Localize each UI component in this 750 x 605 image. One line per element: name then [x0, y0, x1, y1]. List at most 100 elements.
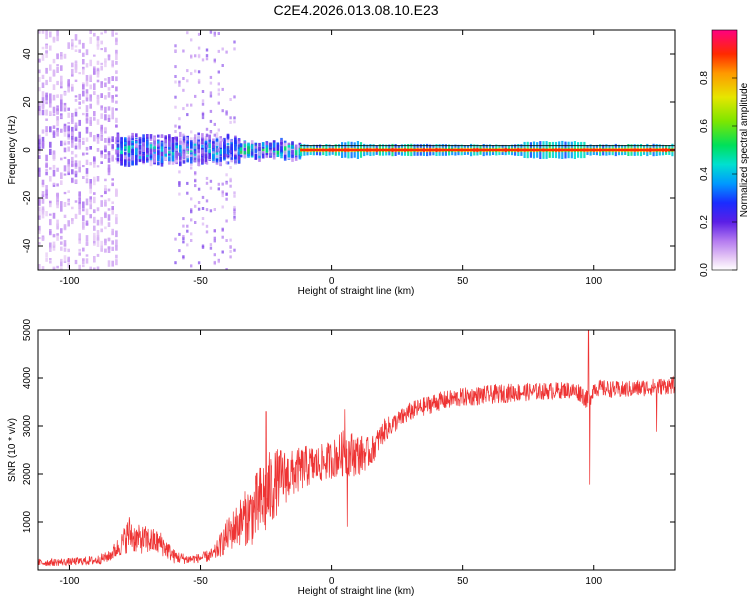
spectrogram-cell	[138, 156, 142, 159]
spectrogram-cell	[49, 110, 52, 116]
spectrogram-cell	[89, 37, 92, 44]
spectrogram-cell	[67, 81, 70, 84]
spectrogram-cell	[115, 100, 118, 104]
spectrogram-cell	[96, 207, 100, 212]
spectrogram-cell	[171, 155, 175, 162]
spectrogram-cell	[287, 147, 291, 151]
spectrogram-cell	[205, 127, 209, 131]
spectrogram-cell	[213, 260, 216, 264]
spectrogram-cell	[197, 46, 201, 50]
spectrogram-cell	[215, 132, 219, 139]
spectrogram-cell	[229, 150, 232, 154]
spectrogram-cell	[78, 39, 81, 45]
spectrogram-cell	[38, 134, 41, 140]
spectrogram-cell	[212, 143, 215, 149]
spectrogram-cell	[138, 138, 142, 144]
spectrogram-cell	[164, 156, 167, 161]
spectrogram-x-tick-label: -100	[59, 276, 79, 287]
spectrogram-cell	[283, 156, 287, 161]
spectrogram-cell	[100, 129, 103, 134]
spectrogram-cell	[52, 58, 56, 64]
spectrogram-cell	[41, 105, 45, 110]
spectrogram-cell	[93, 267, 96, 270]
spectrogram-cell	[60, 65, 63, 71]
spectrogram-cell	[93, 241, 96, 245]
spectrogram-cell	[93, 68, 96, 75]
spectrogram-cell	[265, 147, 269, 152]
spectrogram-cell	[217, 92, 220, 96]
spectrogram-cell	[67, 107, 70, 111]
spectrogram-cell	[225, 50, 228, 54]
spectrogram-cell	[197, 158, 201, 162]
spectrogram-cell	[74, 79, 78, 82]
spectrogram-cell	[201, 116, 205, 120]
spectrogram-cell	[217, 82, 220, 86]
snr-y-tick-label: 1000	[22, 510, 33, 533]
spectrogram-cell	[157, 145, 160, 153]
spectrogram-cell	[182, 217, 185, 221]
spectrogram-cell	[74, 213, 78, 219]
spectrogram-cell	[168, 140, 171, 147]
spectrogram-cell	[71, 169, 74, 175]
spectrogram-cell	[78, 248, 81, 252]
spectrogram-cell	[221, 138, 224, 142]
spectrogram-cell	[280, 139, 283, 145]
spectrogram-cell	[89, 179, 92, 183]
spectrogram-cell	[41, 191, 45, 196]
colorbar-tick-label: 0.4	[699, 167, 710, 181]
spectrogram-cell	[38, 225, 41, 232]
spectrogram-cell	[190, 239, 193, 242]
spectrogram-cell	[85, 127, 89, 134]
spectrogram-cell	[186, 224, 189, 228]
spectrogram-cell	[115, 245, 118, 251]
spectrogram-cell	[186, 243, 189, 247]
spectrogram-cell	[96, 39, 100, 44]
spectrogram-cell	[153, 151, 156, 155]
spectrogram-cell	[174, 237, 177, 241]
spectrogram-cell	[93, 258, 96, 262]
spectrogram-cell	[100, 217, 103, 224]
spectrogram-cell	[160, 143, 164, 147]
spectrogram-cell	[49, 258, 52, 261]
spectrogram-cell	[221, 194, 224, 198]
spectrogram-cell	[49, 45, 52, 51]
spectrogram-cell	[38, 230, 41, 234]
spectrogram-cell	[82, 221, 85, 229]
spectrogram-cell	[280, 146, 283, 154]
spectrogram-cell	[135, 141, 138, 144]
spectrogram-cell	[100, 93, 103, 98]
spectrogram-cell	[115, 214, 118, 218]
spectrogram-cell	[45, 130, 48, 137]
spectrogram-cell	[78, 101, 81, 105]
spectrogram-cell	[131, 148, 134, 154]
spectrogram-cell	[104, 213, 107, 218]
spectrogram-cell	[160, 146, 164, 152]
spectrogram-cell	[96, 165, 100, 168]
spectrogram-cell	[49, 247, 52, 252]
spectrogram-cell	[71, 43, 74, 47]
spectrogram-cell	[194, 54, 197, 58]
spectrogram-cell	[85, 152, 89, 155]
spectrogram-cell	[197, 135, 200, 141]
spectrogram-cell	[205, 230, 209, 234]
spectrogram-cell	[38, 207, 41, 211]
spectrogram-cell	[45, 34, 48, 40]
spectrogram-cell	[116, 161, 120, 164]
spectrogram-cell	[100, 48, 103, 51]
spectrogram-cell	[71, 68, 74, 75]
spectrogram-cell	[178, 181, 181, 184]
spectrogram-cell	[212, 141, 215, 144]
spectrogram-cell	[85, 49, 89, 56]
spectrogram-cell	[208, 148, 211, 155]
spectrogram-cell	[93, 216, 96, 224]
spectrogram-cell	[100, 195, 103, 198]
spectrogram-cell	[52, 125, 56, 129]
spectrogram-cell	[111, 260, 114, 267]
spectrogram-cell	[209, 91, 213, 95]
spectrogram-cell	[221, 87, 224, 91]
snr-chart: -100 -50 0 50 100 1000 2000 3000 4000 5000 Heigh…	[7, 318, 676, 597]
spectrogram-cell	[41, 74, 45, 79]
spectrogram-cell	[78, 252, 81, 256]
spectrogram-cell	[100, 113, 103, 119]
spectrogram-cell	[209, 30, 213, 34]
